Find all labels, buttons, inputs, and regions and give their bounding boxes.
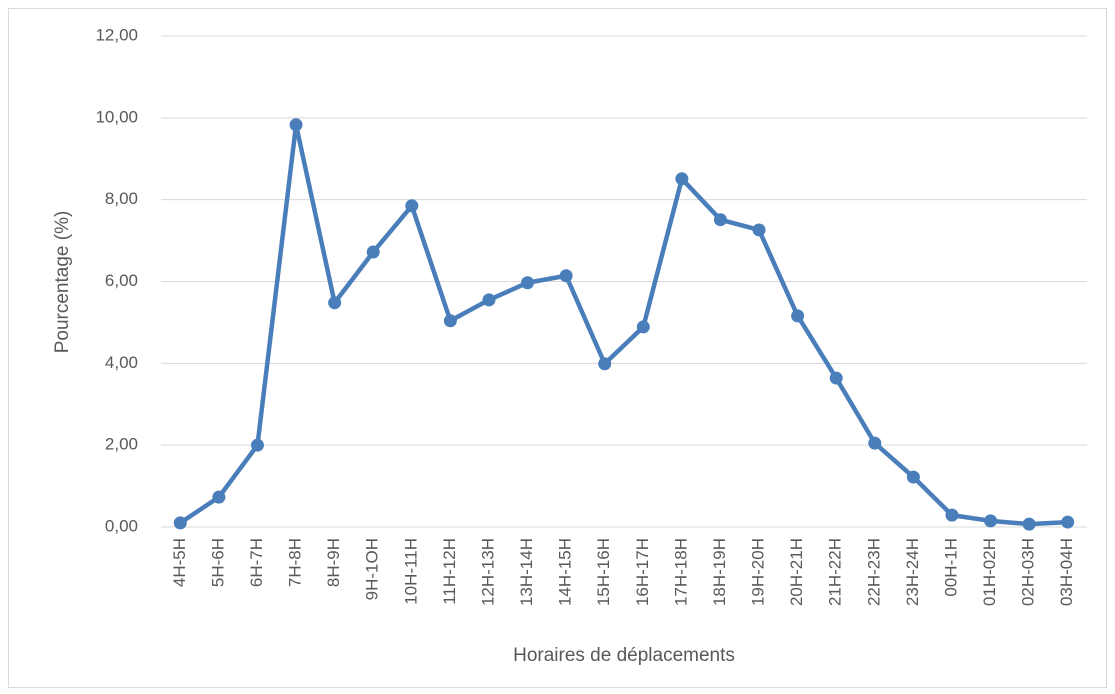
x-tick-label: 21H-22H — [826, 538, 845, 606]
data-point — [250, 438, 264, 452]
data-point — [328, 296, 342, 310]
data-point — [752, 223, 766, 237]
data-point — [1061, 515, 1075, 529]
x-tick-label: 8H-9H — [324, 538, 343, 587]
x-tick-label: 01H-02H — [980, 538, 999, 606]
y-tick-label: 6,00 — [105, 271, 138, 290]
x-tick-label: 4H-5H — [170, 538, 189, 587]
y-tick-label: 8,00 — [105, 189, 138, 208]
data-point — [868, 436, 882, 450]
x-tick-label: 02H-03H — [1019, 538, 1038, 606]
data-point — [1022, 517, 1036, 531]
x-tick-label: 15H-16H — [594, 538, 613, 606]
data-point — [443, 314, 457, 328]
y-tick-label: 4,00 — [105, 353, 138, 372]
x-tick-label: 19H-20H — [749, 538, 768, 606]
data-point — [675, 172, 689, 186]
y-tick-label: 10,00 — [95, 107, 138, 126]
x-tick-label: 03H-04H — [1057, 538, 1076, 606]
data-point — [366, 245, 380, 259]
data-point — [906, 470, 920, 484]
x-tick-label: 5H-6H — [208, 538, 227, 587]
data-point — [173, 516, 187, 530]
data-point — [945, 508, 959, 522]
x-tick-label: 7H-8H — [286, 538, 305, 587]
x-tick-label: 11H-12H — [440, 538, 459, 605]
data-point — [482, 293, 496, 307]
x-tick-label: 20H-21H — [787, 538, 806, 606]
y-tick-label: 0,00 — [105, 516, 138, 535]
data-point — [289, 118, 303, 132]
y-axis-title: Pourcentage (%) — [52, 211, 73, 354]
x-tick-label: 14H-15H — [556, 538, 575, 606]
x-tick-label: 10H-11H — [401, 538, 420, 605]
data-point — [713, 213, 727, 227]
y-tick-label: 2,00 — [105, 435, 138, 454]
data-point — [598, 357, 612, 371]
x-tick-label: 00H-1H — [941, 538, 960, 597]
x-axis-title: Horaires de déplacements — [513, 645, 735, 666]
x-tick-label: 6H-7H — [247, 538, 266, 587]
data-point — [212, 490, 226, 504]
data-point — [405, 199, 419, 213]
data-point — [791, 309, 805, 323]
data-point — [636, 320, 650, 334]
x-tick-label: 16H-17H — [633, 538, 652, 606]
series-line — [179, 122, 1068, 527]
data-point — [984, 514, 998, 528]
data-point — [829, 371, 843, 385]
x-tick-label: 13H-14H — [517, 538, 536, 606]
data-point — [521, 276, 535, 290]
x-tick-label: 18H-19H — [710, 538, 729, 606]
data-point — [559, 269, 573, 283]
chart-border — [8, 8, 1107, 688]
y-tick-label: 12,00 — [95, 25, 138, 44]
x-tick-label: 22H-23H — [864, 538, 883, 606]
x-tick-label: 17H-18H — [671, 538, 690, 606]
x-tick-label: 12H-13H — [478, 538, 497, 606]
x-tick-label: 23H-24H — [903, 538, 922, 606]
x-tick-label: 9H-1OH — [363, 538, 382, 600]
